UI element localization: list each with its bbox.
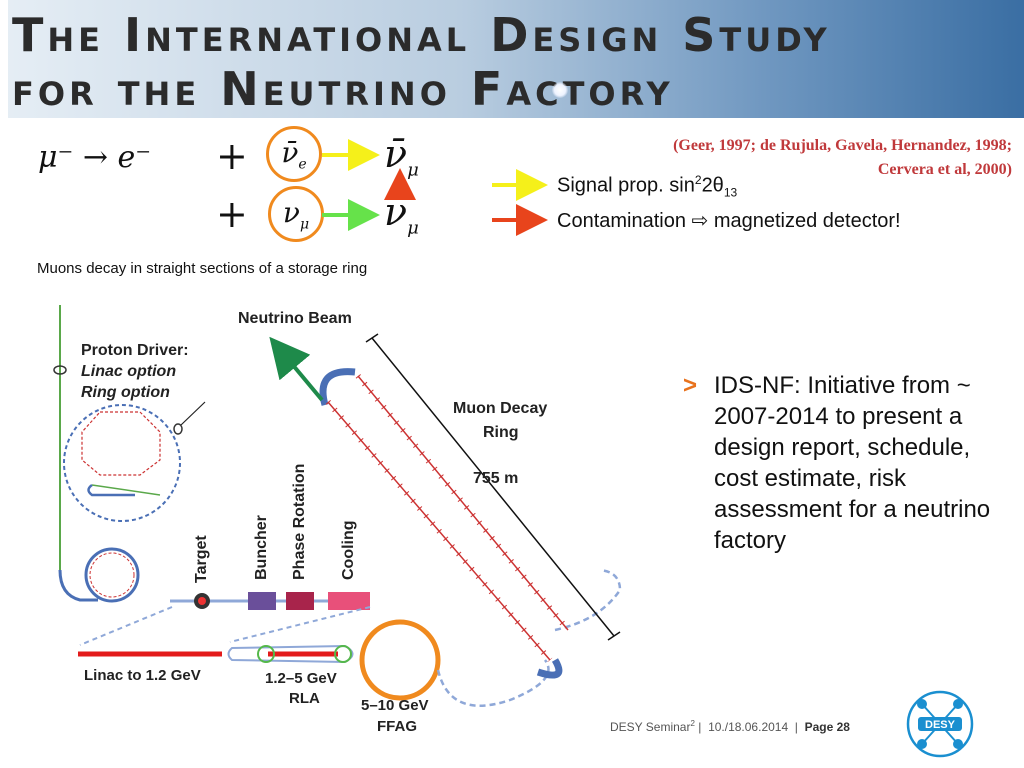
- signal-sup: 2: [694, 173, 702, 187]
- muon-decay-ring-arc-top: [319, 368, 356, 406]
- title-line-2: for the Neutrino Factory: [12, 62, 674, 116]
- nu-mu-subscript: μ: [407, 217, 419, 239]
- nu-mu-result: νμ: [384, 190, 419, 239]
- muon-decay-ring-label-1: Muon Decay: [453, 400, 548, 417]
- plus-sign-2: +: [216, 192, 248, 236]
- nu-e-subscript: e: [298, 156, 307, 173]
- signal-mid: 2θ: [701, 174, 724, 197]
- neutrino-factory-diagram: [53, 305, 622, 707]
- decay-ring-injection-line: [554, 568, 622, 632]
- target-core: [198, 597, 206, 605]
- neutrino-beam-label: Neutrino Beam: [238, 310, 352, 327]
- signal-legend: Signal prop. sin22θ13: [557, 173, 737, 200]
- footer-seminar: DESY Seminar: [610, 720, 691, 734]
- nu-mu-bar-symbol: ν̄: [384, 132, 408, 176]
- rla-label-2: RLA: [289, 690, 320, 707]
- footer-seminar-sup: 2: [690, 719, 695, 728]
- nu-e-bar-circle: ν̄e: [266, 126, 322, 182]
- cooling-label: Cooling: [340, 520, 357, 580]
- desy-logo-text: DESY: [925, 719, 956, 731]
- ring-option-circle: [63, 404, 181, 522]
- ring-option-beamline: [87, 483, 135, 497]
- ring-option-octagon: [81, 411, 161, 476]
- length-dimension-line: [371, 337, 615, 637]
- cooling-block: [328, 592, 370, 610]
- equation-arrows: [322, 139, 548, 236]
- ffag-transfer-line: [436, 659, 550, 707]
- caption: Muons decay in straight sections of a st…: [37, 260, 368, 277]
- small-proton-ring: [84, 547, 140, 603]
- contamination-legend: Contamination ⇨ magnetized detector!: [557, 210, 901, 232]
- reference-line-2: Cervera et al, 2000): [877, 161, 1012, 178]
- footer-date: 10./18.06.2014: [708, 720, 789, 734]
- decay-straight-2: [357, 375, 569, 631]
- title-line-1: The International Design Study: [12, 8, 831, 62]
- nu-mu-symbol-left: ν: [282, 196, 300, 229]
- ring-option-leader: [180, 401, 206, 426]
- banner-edge: [0, 0, 8, 118]
- title-banner: The International Design Study for the N…: [0, 0, 1024, 118]
- linac-marker: [53, 365, 67, 375]
- rla-arc-right: [334, 645, 352, 663]
- signal-prefix: Signal prop. sin: [557, 174, 695, 197]
- glow-star-icon: [552, 82, 568, 98]
- rla-arc-left: [257, 645, 275, 663]
- ring-option-label: Ring option: [81, 384, 170, 401]
- dim-end-2: [607, 631, 621, 641]
- bullet-marker: >: [683, 372, 698, 399]
- neutrino-beam-arrow: [269, 336, 324, 402]
- proton-transfer-line: [58, 569, 98, 602]
- decay-straight-ticks-1: [325, 400, 553, 662]
- proton-driver-label: Proton Driver:: [81, 342, 189, 359]
- linac-label: Linac to 1.2 GeV: [84, 667, 201, 684]
- muon-decay-ring-arc-bottom: [536, 658, 563, 679]
- nu-e-bar-symbol: ν̄: [281, 136, 299, 169]
- ffag-label-1: 5–10 GeV: [361, 697, 429, 714]
- nu-mu-symbol: ν: [384, 190, 408, 234]
- zoom-line-2: [229, 606, 371, 643]
- nu-mu-subscript-left: μ: [299, 216, 310, 233]
- reference-citation: (Geer, 1997; de Rujula, Gavela, Hernande…: [673, 134, 1012, 182]
- ffag-ring: [359, 619, 441, 701]
- footer-sep-1: |: [694, 720, 709, 734]
- buncher-block: [248, 592, 276, 610]
- length-label: 755 m: [473, 470, 519, 487]
- phase-rotation-block: [286, 592, 314, 610]
- buncher-label: Buncher: [253, 515, 270, 580]
- rla-label-1: 1.2–5 GeV: [265, 670, 337, 687]
- equation-lhs: μ⁻ → e⁻: [38, 140, 152, 175]
- linac-option-label: Linac option: [81, 363, 177, 380]
- footer-page: Page 28: [804, 720, 850, 734]
- ring-option-extraction: [91, 484, 161, 496]
- footer: DESY Seminar2 | 10./18.06.2014 | Page 28: [610, 719, 850, 734]
- footer-sep-2: |: [788, 720, 805, 734]
- signal-sub: 13: [723, 185, 738, 200]
- small-proton-ring-inner: [89, 552, 135, 598]
- zoom-line-1: [79, 606, 173, 646]
- ffag-label-2: FFAG: [377, 718, 417, 735]
- ring-option-marker: [173, 423, 183, 435]
- target-label: Target: [193, 535, 210, 583]
- reference-line-1: (Geer, 1997; de Rujula, Gavela, Hernande…: [673, 137, 1012, 154]
- plus-sign-1: +: [216, 134, 248, 178]
- muon-decay-ring-label-2: Ring: [483, 424, 519, 441]
- desy-logo: DESY: [906, 690, 974, 758]
- dim-end-1: [365, 333, 379, 343]
- bullet-text: IDS-NF: Initiative from ~ 2007-2014 to p…: [714, 372, 991, 554]
- phase-rotation-label: Phase Rotation: [291, 463, 308, 580]
